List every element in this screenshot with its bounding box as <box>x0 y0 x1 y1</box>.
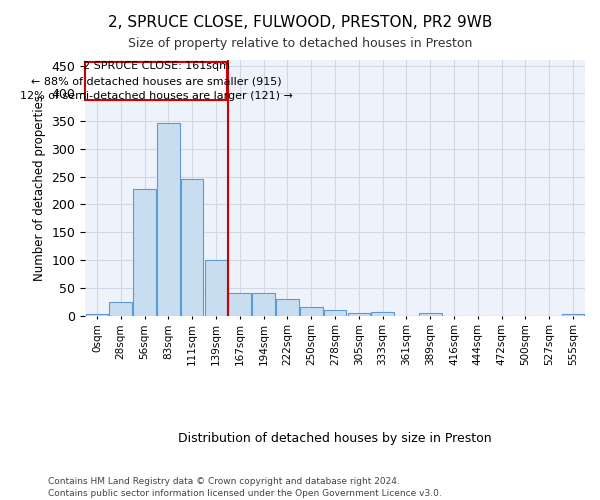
Bar <box>229 293 251 316</box>
Y-axis label: Number of detached properties: Number of detached properties <box>33 95 46 281</box>
Bar <box>133 189 156 316</box>
Bar <box>252 293 275 316</box>
Text: 2, SPRUCE CLOSE, FULWOOD, PRESTON, PR2 9WB: 2, SPRUCE CLOSE, FULWOOD, PRESTON, PR2 9… <box>108 15 492 30</box>
Text: Contains public sector information licensed under the Open Government Licence v3: Contains public sector information licen… <box>48 489 442 498</box>
Bar <box>109 302 132 316</box>
Text: 2 SPRUCE CLOSE: 161sqm
← 88% of detached houses are smaller (915)
12% of semi-de: 2 SPRUCE CLOSE: 161sqm ← 88% of detached… <box>20 62 293 101</box>
Bar <box>323 310 346 316</box>
FancyBboxPatch shape <box>85 62 227 100</box>
Bar <box>371 312 394 316</box>
Bar <box>419 314 442 316</box>
Bar <box>562 314 584 316</box>
X-axis label: Distribution of detached houses by size in Preston: Distribution of detached houses by size … <box>178 432 492 445</box>
Text: Size of property relative to detached houses in Preston: Size of property relative to detached ho… <box>128 38 472 51</box>
Text: Contains HM Land Registry data © Crown copyright and database right 2024.: Contains HM Land Registry data © Crown c… <box>48 478 400 486</box>
Bar <box>181 179 203 316</box>
Bar <box>347 314 370 316</box>
Bar <box>157 123 179 316</box>
Bar <box>205 260 227 316</box>
Bar <box>276 299 299 316</box>
Bar <box>300 307 323 316</box>
Bar <box>86 314 108 316</box>
